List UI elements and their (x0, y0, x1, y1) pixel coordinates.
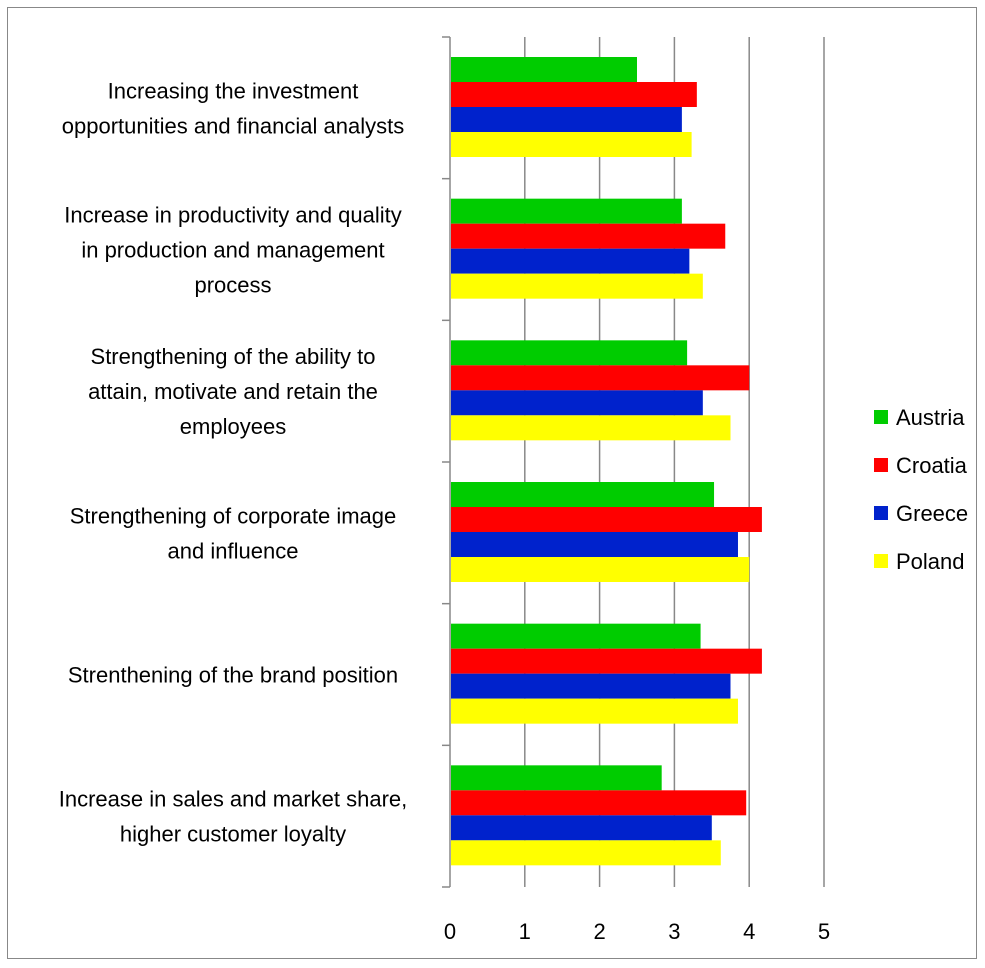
x-tick-label-2: 2 (593, 919, 605, 944)
category-label-line: Increasing the investment (108, 78, 359, 103)
bar-austria-4 (451, 482, 715, 507)
category-label-3: Strengthening of the ability to attain, m… (88, 344, 378, 439)
bar-croatia-6 (451, 790, 747, 816)
bar-croatia-3 (451, 365, 750, 391)
bar-poland-3 (451, 415, 731, 441)
bar-poland-6 (451, 840, 721, 866)
bar-austria-6 (451, 765, 662, 791)
gridlines (524, 37, 825, 887)
category-label-line: higher customer loyalty (120, 822, 346, 847)
bar-greece-5 (451, 673, 731, 699)
category-label-line: and influence (168, 538, 299, 563)
legend-label-croatia: Croatia (896, 453, 968, 478)
category-label-line: attain, motivate and retain the (88, 379, 378, 404)
bar-austria-2 (451, 198, 682, 224)
bar-greece-2 (451, 248, 690, 274)
axes (442, 36, 451, 888)
category-label-4: Strengthening of corporate image and infl… (70, 503, 397, 563)
legend-swatch-poland (874, 554, 888, 568)
category-label-1: Increasing the investment opportunities a… (62, 78, 404, 138)
category-label-line: Increase in productivity and quality (64, 203, 402, 228)
category-label-line: employees (180, 414, 286, 439)
legend-label-greece: Greece (896, 501, 968, 526)
x-tick-label-5: 5 (818, 919, 830, 944)
category-label-line: Strengthening of corporate image (70, 503, 397, 528)
legend-label-austria: Austria (896, 405, 965, 430)
bar-greece-4 (451, 532, 738, 557)
legend-swatch-croatia (874, 458, 888, 472)
category-label-2: Increase in productivity and quality in p… (64, 203, 402, 298)
category-label-5: Strenthening of the brand position (68, 663, 398, 688)
bars (451, 57, 762, 866)
legend-swatch-austria (874, 410, 888, 424)
bar-greece-3 (451, 390, 703, 416)
bar-poland-4 (451, 557, 750, 582)
bar-greece-1 (451, 107, 682, 132)
bar-austria-1 (451, 57, 637, 82)
category-label-line: Increase in sales and market share, (59, 787, 408, 812)
bar-austria-5 (451, 623, 701, 649)
category-labels: Increasing the investment opportunities a… (59, 78, 408, 846)
category-label-line: process (194, 273, 271, 298)
x-tick-label-4: 4 (743, 919, 755, 944)
bar-poland-5 (451, 698, 738, 724)
category-label-line: Strenthening of the brand position (68, 663, 398, 688)
x-tick-label-3: 3 (668, 919, 680, 944)
bar-croatia-5 (451, 648, 762, 674)
legend: Austria Croatia Greece Poland (874, 405, 968, 574)
bar-poland-1 (451, 132, 692, 157)
legend-label-poland: Poland (896, 549, 965, 574)
category-label-6: Increase in sales and market share, highe… (59, 787, 408, 847)
x-tick-label-0: 0 (444, 919, 456, 944)
x-tick-label-1: 1 (519, 919, 531, 944)
tick-labels: 0 1 2 3 4 5 (444, 919, 830, 944)
bar-poland-2 (451, 273, 703, 299)
category-label-line: opportunities and financial analysts (62, 113, 404, 138)
bar-croatia-4 (451, 507, 762, 532)
category-label-line: in production and management (81, 238, 384, 263)
bar-croatia-1 (451, 82, 697, 107)
category-label-line: Strengthening of the ability to (91, 344, 376, 369)
bar-austria-3 (451, 340, 688, 366)
bar-greece-6 (451, 815, 712, 841)
legend-swatch-greece (874, 506, 888, 520)
bar-croatia-2 (451, 223, 726, 249)
